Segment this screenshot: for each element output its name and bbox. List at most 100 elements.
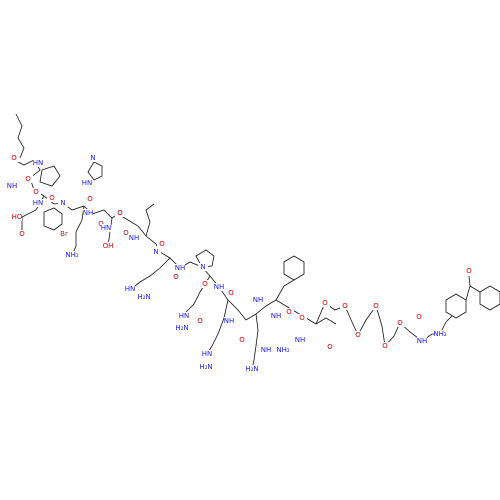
benzoyl-ring-2 <box>479 285 500 311</box>
atom-label: O <box>123 229 129 237</box>
atom-label-bg <box>33 199 43 207</box>
atom-label: Br <box>60 230 68 238</box>
arg-chain-1 <box>130 257 171 290</box>
atom-label-bg <box>237 336 247 344</box>
lys-chain <box>71 205 85 256</box>
arg-chain-3 <box>206 299 229 355</box>
atom-label-bg <box>82 179 92 187</box>
atom-label-bg <box>67 251 77 259</box>
atom-label-bg <box>47 194 57 202</box>
atom-label: O <box>397 319 403 327</box>
atom-label-bg <box>435 330 445 338</box>
atom-label-bg <box>320 299 330 307</box>
imidazole-ring <box>87 161 103 181</box>
atom-label: O <box>355 331 361 339</box>
atom-label-bg <box>129 234 139 242</box>
atom-label: NH₂ <box>276 346 290 354</box>
atom-label-bg <box>151 248 161 256</box>
phe-ring <box>283 255 305 281</box>
atom-label-bg <box>177 324 187 332</box>
leu-chain <box>145 203 155 237</box>
atom-label: N <box>90 154 95 162</box>
atom-label: O <box>173 273 179 281</box>
atom-label: O <box>228 289 234 297</box>
atom-label-bg <box>325 343 335 351</box>
atom-label: O <box>197 317 203 325</box>
atom-label-bg <box>23 175 33 183</box>
norleucine-chain <box>15 113 25 159</box>
bromophenyl-ring <box>43 207 63 231</box>
atom-label: H₂N <box>199 363 212 371</box>
atom-label: HN <box>33 159 44 167</box>
atom-label-bg <box>88 154 98 162</box>
atom-label-bg <box>295 336 305 344</box>
atom-label-bg <box>261 346 271 354</box>
atom-label: HO <box>12 213 23 221</box>
atom-label: NH <box>261 346 272 354</box>
atom-label-bg <box>417 337 427 345</box>
atom-label: NH <box>253 296 264 304</box>
atom-label: NH <box>295 336 306 344</box>
atom-label: O <box>159 240 165 248</box>
atom-label-bg <box>125 285 135 293</box>
atom-label: O <box>87 195 93 203</box>
atom-label-bg <box>12 213 22 221</box>
atom-label-bg <box>226 289 236 297</box>
atom-label: NH <box>7 182 18 190</box>
atom-label: OH <box>103 242 114 250</box>
atom-label: O <box>239 336 245 344</box>
atom-label: NH <box>214 283 225 291</box>
atom-label-bg <box>371 302 381 310</box>
atom-label-bg <box>85 195 95 203</box>
atom-label: NH <box>224 317 235 325</box>
atom-label: HN <box>33 199 44 207</box>
atom-label: NH <box>129 234 140 242</box>
atom-label-bg <box>195 317 205 325</box>
atom-label: NH <box>175 264 186 272</box>
atom-label: O <box>299 314 305 322</box>
atom-label: O <box>466 267 472 275</box>
atom-label-bg <box>58 199 68 207</box>
atom-label: NH <box>417 337 428 345</box>
atom-label: N <box>60 199 65 207</box>
atom-label: O <box>416 313 422 321</box>
atom-label-bg <box>380 342 390 350</box>
atom-label-bg <box>139 293 149 301</box>
atom-label: O <box>202 280 208 288</box>
atom-label-bg <box>7 182 17 190</box>
atom-label: N <box>200 263 205 271</box>
atom-label-bg <box>101 224 111 232</box>
atom-label-bg <box>464 267 474 275</box>
lys-chain-2 <box>251 313 259 370</box>
atom-label-bg <box>9 154 19 162</box>
pro-ring-1 <box>39 165 61 187</box>
atom-label-bg <box>353 331 363 339</box>
atom-label: NH <box>83 209 94 217</box>
atom-label-bg <box>278 346 288 354</box>
atom-label-bg <box>121 229 131 237</box>
phe-link <box>275 279 295 301</box>
atom-label-bg <box>115 209 125 217</box>
atom-label-bg <box>198 263 208 271</box>
atom-label-bg <box>31 188 41 196</box>
atom-label-bg <box>200 280 210 288</box>
atom-label: HN <box>125 285 136 293</box>
atom-label-bg <box>202 350 212 358</box>
atom-label: N <box>153 248 158 256</box>
atom-label-bg <box>224 317 234 325</box>
atom-label: O <box>33 188 39 196</box>
atom-label-bg <box>179 312 189 320</box>
atom-label-bg <box>201 363 211 371</box>
atom-label: O <box>342 302 348 310</box>
atom-labels: OHNNHOOHNNOHOOBrONHONHNNH₂OHNOHONHONNHON… <box>7 154 474 373</box>
atom-label: HN <box>179 312 190 320</box>
atom-label: H₂N <box>175 324 188 332</box>
atom-label-bg <box>247 365 257 373</box>
atom-label-bg <box>214 283 224 291</box>
atom-label-bg <box>340 302 350 310</box>
atom-label: O <box>286 308 292 316</box>
atom-label: O <box>327 343 333 351</box>
atom-label: NH <box>271 312 282 320</box>
ketone <box>465 275 481 301</box>
